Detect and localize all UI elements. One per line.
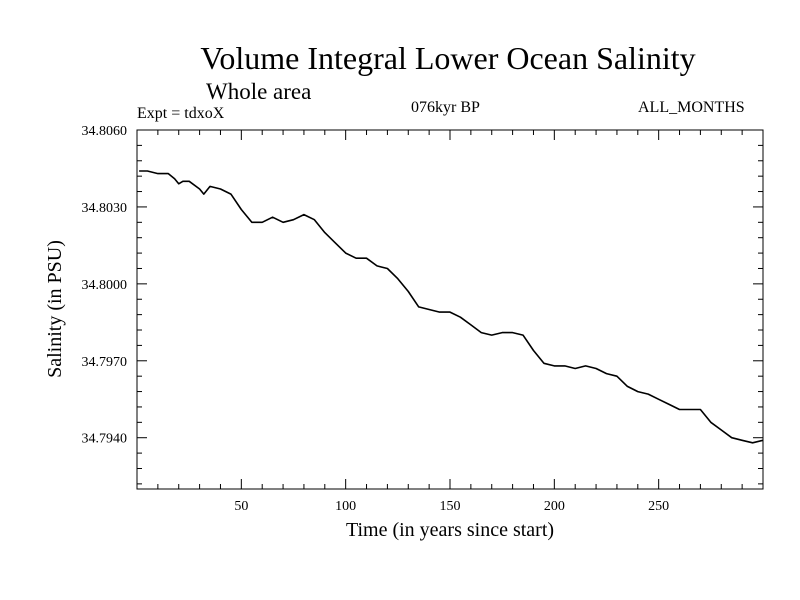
y-tick-label: 34.7970: [82, 355, 128, 370]
months-label: ALL_MONTHS: [638, 99, 745, 116]
tick-labels: 50 100 150 200 250 34.7940 34.7970 34.8000 34.80…: [82, 124, 670, 514]
x-tick-label: 100: [335, 499, 356, 514]
y-axis-label: Salinity (in PSU): [44, 240, 66, 378]
x-tick-label: 150: [440, 499, 461, 514]
period-label: 076kyr BP: [411, 99, 480, 116]
y-tick-label: 34.8060: [82, 124, 128, 139]
y-tick-label: 34.7940: [82, 432, 128, 447]
chart-title: Volume Integral Lower Ocean Salinity: [200, 40, 696, 76]
plot-area-frame: [136, 129, 764, 490]
x-tick-label: 50: [234, 499, 248, 514]
x-tick-label: 200: [544, 499, 565, 514]
chart-subtitle: Whole area: [206, 79, 312, 104]
x-axis-label: Time (in years since start): [346, 519, 554, 541]
x-tick-label: 250: [648, 499, 669, 514]
y-tick-label: 34.8030: [82, 201, 128, 216]
tick-marks: [137, 129, 763, 489]
experiment-label: Expt = tdxoX: [137, 105, 225, 122]
salinity-series-line: [139, 170, 764, 444]
y-tick-label: 34.8000: [82, 278, 128, 293]
